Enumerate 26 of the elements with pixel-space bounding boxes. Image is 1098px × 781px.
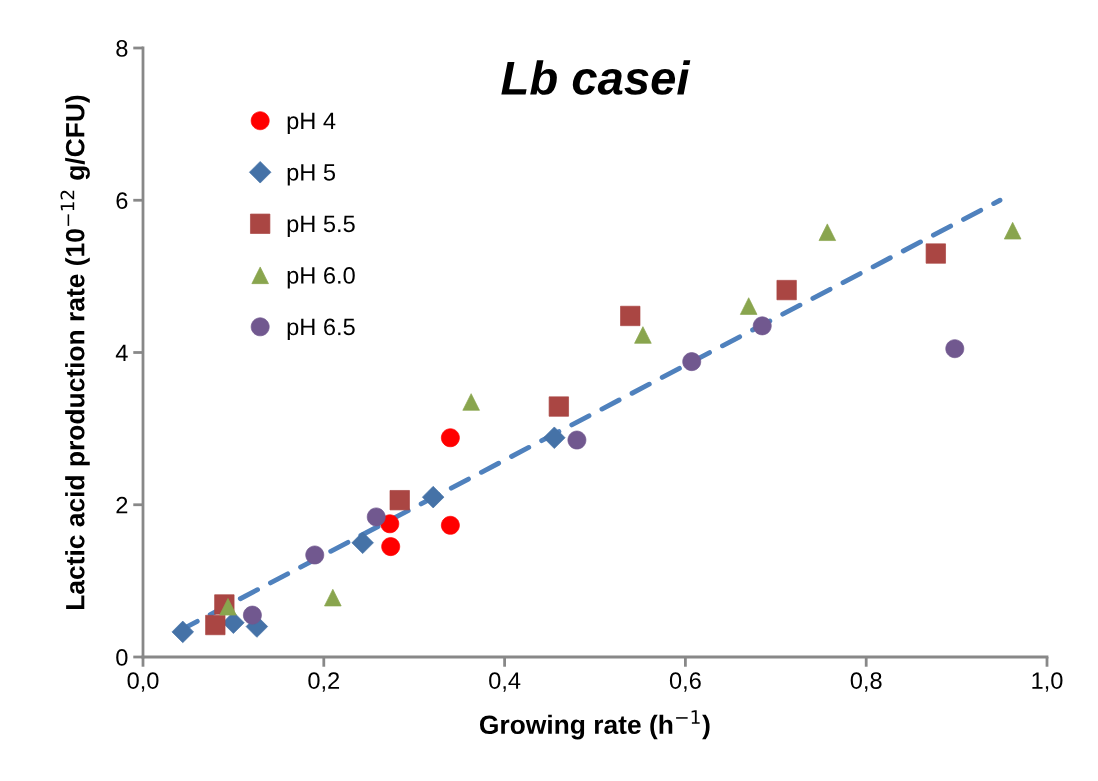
legend-label: pH 5	[287, 164, 336, 186]
point	[567, 430, 587, 450]
legend-label: pH 5.5	[287, 215, 355, 237]
point	[205, 614, 226, 636]
x-axis-title: Growing rate (h$^{−1}$)	[479, 710, 710, 740]
point	[389, 490, 410, 511]
x-tick-label: 0,6	[669, 672, 701, 692]
x-tick-label: 0,8	[850, 672, 882, 692]
point	[818, 223, 837, 241]
y-tick-label: 4	[115, 344, 128, 362]
legend-label: pH 6.0	[287, 267, 355, 289]
legend-label: pH 6.5	[287, 318, 355, 340]
point	[422, 485, 445, 509]
y-tick-label: 8	[116, 40, 128, 57]
point	[620, 305, 641, 327]
x-tick-label: 0,4	[489, 672, 521, 692]
y-tick-label: 2	[116, 496, 128, 514]
y-axis-title: Lactic acid production rate (10$^{−12}$ g/CFU)	[60, 95, 90, 610]
chart-title: Lb casei	[501, 60, 691, 95]
x-tick-label: 0,2	[308, 672, 340, 692]
x-tick-label: 1,0	[1032, 672, 1063, 692]
y-tick-label: 0	[116, 649, 128, 666]
legend-label: pH 4	[287, 112, 336, 134]
x-tick-label: 0,0	[127, 672, 159, 692]
y-tick-label: 6	[116, 192, 128, 210]
point	[548, 396, 569, 417]
